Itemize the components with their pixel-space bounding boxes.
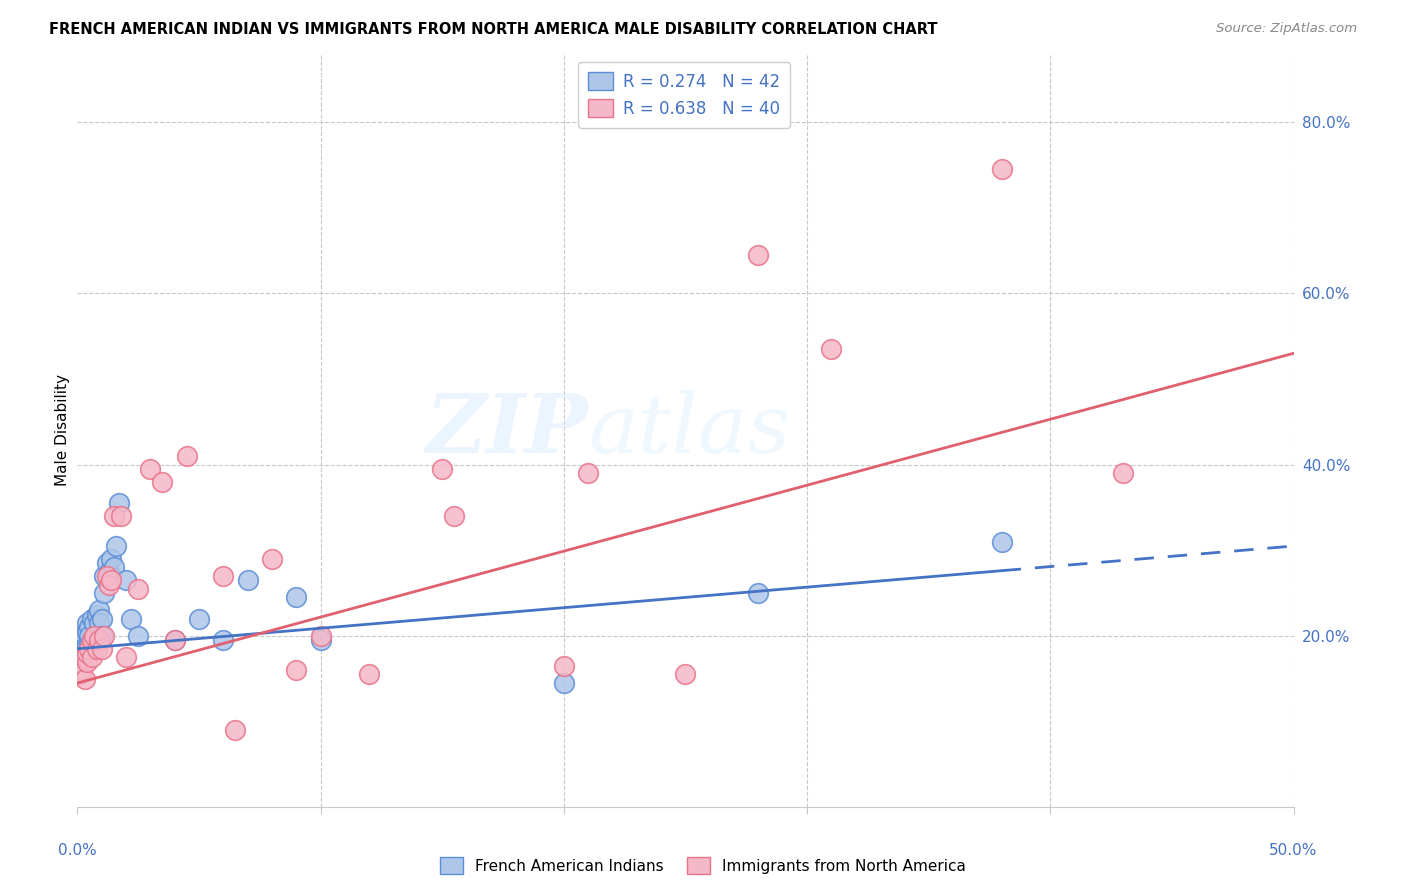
Point (80, 612, 103, 626)
Point (69, 667, 91, 681)
Point (152, 475, 174, 489)
Point (70, 629, 93, 643)
Point (110, 509, 132, 524)
Point (73, 672, 96, 686)
Y-axis label: Male Disability: Male Disability (55, 375, 70, 486)
Point (86, 641, 108, 656)
Point (73, 641, 96, 656)
Point (236, 574, 259, 588)
Text: ZIP: ZIP (426, 391, 588, 470)
Point (139, 462, 162, 476)
Point (93, 586, 115, 600)
Point (359, 667, 381, 681)
Point (120, 612, 142, 626)
Text: 0.0%: 0.0% (58, 844, 97, 858)
Point (83, 629, 105, 643)
Point (309, 633, 332, 648)
Point (80, 650, 103, 665)
Point (90, 612, 112, 626)
Point (747, 586, 769, 600)
Point (96, 569, 118, 583)
Point (285, 663, 308, 677)
Point (79, 620, 101, 634)
Point (70, 655, 93, 669)
Point (309, 629, 332, 643)
Point (675, 667, 697, 681)
Point (576, 467, 599, 481)
Legend: French American Indians, Immigrants from North America: French American Indians, Immigrants from… (434, 851, 972, 880)
Point (79, 641, 101, 656)
Point (73, 650, 96, 665)
Point (80, 633, 103, 648)
Point (224, 723, 246, 738)
Point (79, 638, 101, 652)
Point (212, 569, 235, 583)
Point (86, 607, 108, 622)
Point (260, 552, 283, 566)
Point (76, 638, 98, 652)
Point (89, 603, 111, 617)
Point (188, 612, 211, 626)
Point (163, 633, 186, 648)
Point (80, 641, 103, 656)
Point (105, 539, 128, 553)
Point (990, 162, 1012, 177)
Point (107, 496, 129, 510)
Point (443, 509, 465, 524)
Point (127, 629, 149, 643)
Point (990, 534, 1012, 549)
Point (93, 569, 115, 583)
Point (70, 663, 93, 677)
Point (96, 556, 118, 570)
Point (115, 650, 138, 665)
Point (76, 616, 98, 631)
Text: Source: ZipAtlas.com: Source: ZipAtlas.com (1216, 22, 1357, 36)
Point (100, 552, 122, 566)
Point (553, 676, 575, 690)
Text: 50.0%: 50.0% (1270, 844, 1317, 858)
Point (432, 462, 454, 476)
Point (100, 574, 122, 588)
Point (163, 633, 186, 648)
Point (115, 574, 138, 588)
Point (86, 633, 108, 648)
Point (89, 633, 111, 648)
Point (73, 629, 96, 643)
Point (285, 591, 308, 605)
Point (97, 577, 120, 591)
Point (176, 449, 198, 463)
Point (83, 616, 105, 631)
Point (76, 655, 98, 669)
Point (76, 646, 98, 660)
Point (1112, 467, 1135, 481)
Point (90, 629, 112, 643)
Point (103, 560, 125, 574)
Point (820, 342, 842, 356)
Point (89, 616, 111, 631)
Text: atlas: atlas (588, 391, 790, 470)
Point (93, 629, 115, 643)
Point (76, 624, 98, 639)
Point (69, 638, 91, 652)
Point (127, 582, 149, 596)
Legend: R = 0.274   N = 42, R = 0.638   N = 40: R = 0.274 N = 42, R = 0.638 N = 40 (578, 62, 790, 128)
Point (553, 659, 575, 673)
Point (73, 650, 96, 665)
Point (79, 629, 101, 643)
Point (103, 509, 125, 524)
Point (83, 629, 105, 643)
Point (212, 633, 235, 648)
Point (97, 565, 120, 579)
Point (747, 248, 769, 262)
Text: FRENCH AMERICAN INDIAN VS IMMIGRANTS FROM NORTH AMERICA MALE DISABILITY CORRELAT: FRENCH AMERICAN INDIAN VS IMMIGRANTS FRO… (49, 22, 938, 37)
Point (90, 641, 112, 656)
